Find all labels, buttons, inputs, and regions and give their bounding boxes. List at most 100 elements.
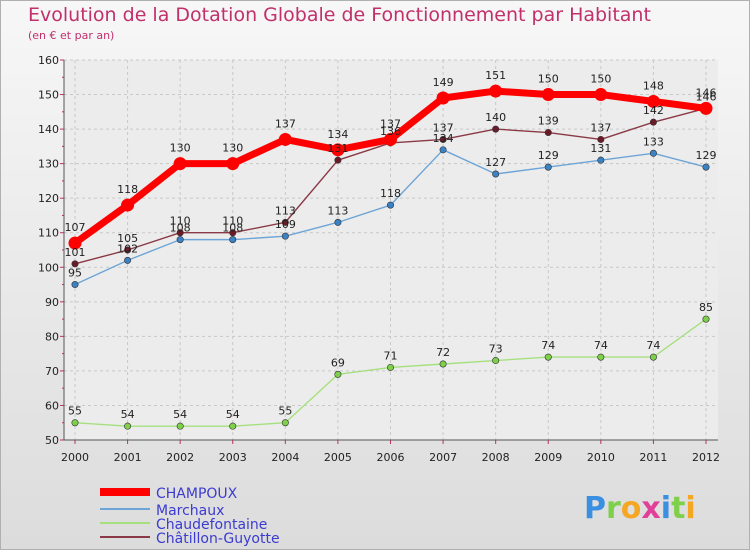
data-label-Châtillon-Guyotte-2002: 110 [170, 215, 191, 228]
point-Marchaux-2010 [597, 156, 605, 164]
data-label-CHAMPOUX-2011: 148 [643, 79, 664, 92]
point-CHAMPOUX-2007 [436, 91, 450, 105]
point-CHAMPOUX-2002 [173, 157, 187, 171]
plot-area [64, 60, 718, 440]
logo-letter: i [661, 491, 671, 526]
x-tick-label: 2008 [482, 451, 510, 464]
data-label-Châtillon-Guyotte-2012: 146 [696, 90, 717, 103]
data-label-Chaudefontaine-2012: 85 [699, 301, 713, 314]
point-Châtillon-Guyotte-2003 [229, 229, 237, 237]
point-CHAMPOUX-2004 [278, 132, 292, 146]
x-tick-label: 2009 [534, 451, 562, 464]
x-tick-label: 2007 [429, 451, 457, 464]
point-Chaudefontaine-2005 [334, 370, 342, 378]
point-Chaudefontaine-2001 [124, 422, 132, 430]
chart-title: Evolution de la Dotation Globale de Fonc… [28, 4, 651, 26]
data-label-Marchaux-2006: 118 [380, 187, 401, 200]
point-Chaudefontaine-2003 [229, 422, 237, 430]
x-tick-label: 2005 [324, 451, 352, 464]
legend-label-Châtillon-Guyotte: Châtillon-Guyotte [156, 531, 280, 547]
y-tick-label: 70 [45, 365, 59, 378]
point-Chaudefontaine-2008 [492, 357, 500, 365]
data-label-Chaudefontaine-2001: 54 [121, 408, 135, 421]
point-Châtillon-Guyotte-2009 [544, 129, 552, 137]
y-tick-label: 140 [38, 123, 59, 136]
point-Marchaux-2002 [176, 236, 184, 244]
point-Marchaux-2012 [702, 163, 710, 171]
y-tick-label: 160 [38, 54, 59, 67]
point-Chaudefontaine-2012 [702, 315, 710, 323]
y-tick-label: 130 [38, 158, 59, 171]
data-label-CHAMPOUX-2004: 137 [275, 117, 296, 130]
point-Chaudefontaine-2010 [597, 353, 605, 361]
point-Chaudefontaine-2009 [544, 353, 552, 361]
data-label-Châtillon-Guyotte-2005: 131 [327, 142, 348, 155]
y-tick-label: 60 [45, 399, 59, 412]
point-CHAMPOUX-2005 [331, 143, 345, 157]
point-Châtillon-Guyotte-2002 [176, 229, 184, 237]
point-Marchaux-2006 [386, 201, 394, 209]
data-label-CHAMPOUX-2005: 134 [327, 128, 348, 141]
y-tick-label: 100 [38, 261, 59, 274]
point-CHAMPOUX-2000 [68, 236, 82, 250]
data-label-Châtillon-Guyotte-2004: 113 [275, 204, 296, 217]
point-Chaudefontaine-2000 [71, 419, 79, 427]
data-label-Châtillon-Guyotte-2009: 139 [538, 115, 559, 128]
data-label-Chaudefontaine-2010: 74 [594, 339, 608, 352]
data-label-CHAMPOUX-2006: 137 [380, 117, 401, 130]
y-tick-label: 80 [45, 330, 59, 343]
data-label-CHAMPOUX-2010: 150 [590, 73, 611, 86]
data-label-Chaudefontaine-2000: 55 [68, 405, 82, 418]
data-label-CHAMPOUX-2002: 130 [170, 142, 191, 155]
logo-letter: x [641, 491, 660, 526]
data-label-CHAMPOUX-2012: 146 [696, 86, 717, 99]
series [68, 84, 713, 430]
point-Marchaux-2000 [71, 281, 79, 289]
logo-letter: P [584, 491, 606, 526]
proxiti-logo-text: Proxiti [584, 491, 696, 526]
point-CHAMPOUX-2003 [226, 157, 240, 171]
x-tick-label: 2012 [692, 451, 720, 464]
data-label-Chaudefontaine-2008: 73 [489, 343, 503, 356]
y-tick-label: 120 [38, 192, 59, 205]
point-Chaudefontaine-2004 [281, 419, 289, 427]
data-label-Chaudefontaine-2009: 74 [541, 339, 555, 352]
data-label-Marchaux-2003: 108 [222, 222, 243, 235]
chart-subtitle: (en € et par an) [28, 29, 115, 42]
point-CHAMPOUX-2009 [541, 88, 555, 102]
data-label-Chaudefontaine-2004: 55 [278, 405, 292, 418]
x-tick-label: 2011 [639, 451, 667, 464]
x-tick-label: 2000 [61, 451, 89, 464]
data-label-Marchaux-2005: 113 [327, 204, 348, 217]
data-label-CHAMPOUX-2001: 118 [117, 183, 138, 196]
point-Marchaux-2007 [439, 146, 447, 154]
data-label-Marchaux-2004: 109 [275, 218, 296, 231]
data-label-Marchaux-2008: 127 [485, 156, 506, 169]
point-Châtillon-Guyotte-2008 [492, 125, 500, 133]
point-CHAMPOUX-2006 [384, 132, 397, 146]
point-Marchaux-2005 [334, 218, 342, 226]
legend-label-Chaudefontaine: Chaudefontaine [156, 517, 267, 533]
x-tick-label: 2003 [219, 451, 247, 464]
point-Châtillon-Guyotte-2011 [649, 118, 657, 126]
data-label-Marchaux-2001: 102 [117, 242, 138, 255]
legend-label-Marchaux: Marchaux [156, 503, 224, 519]
proxiti-logo: Proxiti [584, 491, 696, 526]
data-label-Châtillon-Guyotte-2011: 142 [643, 104, 664, 117]
point-Marchaux-2009 [544, 163, 552, 171]
logo-letter: i [685, 491, 695, 526]
x-tick-label: 2001 [114, 451, 142, 464]
y-tick-label: 90 [45, 296, 59, 309]
logo-letter: r [606, 491, 621, 526]
point-CHAMPOUX-2008 [489, 84, 503, 98]
point-CHAMPOUX-2011 [646, 94, 660, 108]
y-tick-label: 50 [45, 434, 59, 447]
point-Chaudefontaine-2006 [386, 363, 394, 371]
data-label-Marchaux-2009: 129 [538, 149, 559, 162]
point-CHAMPOUX-2001 [121, 198, 135, 212]
data-label-Marchaux-2000: 95 [68, 267, 82, 280]
point-Châtillon-Guyotte-2005 [334, 156, 342, 164]
logo-letter: o [621, 491, 642, 526]
data-label-Châtillon-Guyotte-2000: 101 [65, 246, 86, 259]
